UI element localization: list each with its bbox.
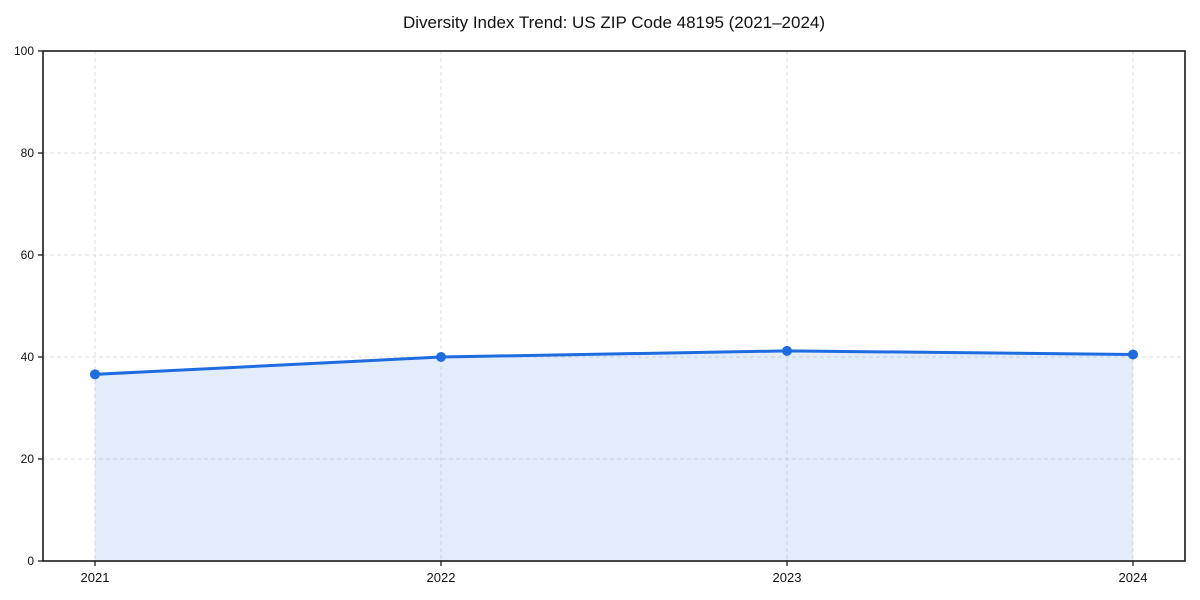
y-axis-tick-label: 100 (14, 44, 34, 58)
x-axis-tick-label: 2024 (1119, 570, 1148, 585)
trend-line (93, 349, 1135, 376)
data-point-2021 (90, 369, 100, 380)
y-axis-tick-label: 40 (21, 350, 35, 364)
chart-title: Diversity Index Trend: US ZIP Code 48195… (402, 13, 826, 32)
y-axis-tick-label: 60 (21, 248, 35, 262)
y-axis-tick-label: 0 (27, 554, 34, 568)
x-axis-tick-label: 2021 (81, 570, 110, 585)
data-point-2023 (782, 345, 792, 356)
x-axis-tick-label: 2022 (427, 570, 456, 585)
y-axis-tick-label: 80 (21, 146, 35, 160)
plot-border (42, 50, 1186, 562)
data-point-2022 (436, 352, 446, 362)
area-fill (95, 350, 1133, 561)
data-point-2024 (1128, 349, 1138, 360)
y-axis-tick-label: 20 (21, 452, 35, 466)
x-axis-tick-label: 2023 (773, 570, 802, 585)
